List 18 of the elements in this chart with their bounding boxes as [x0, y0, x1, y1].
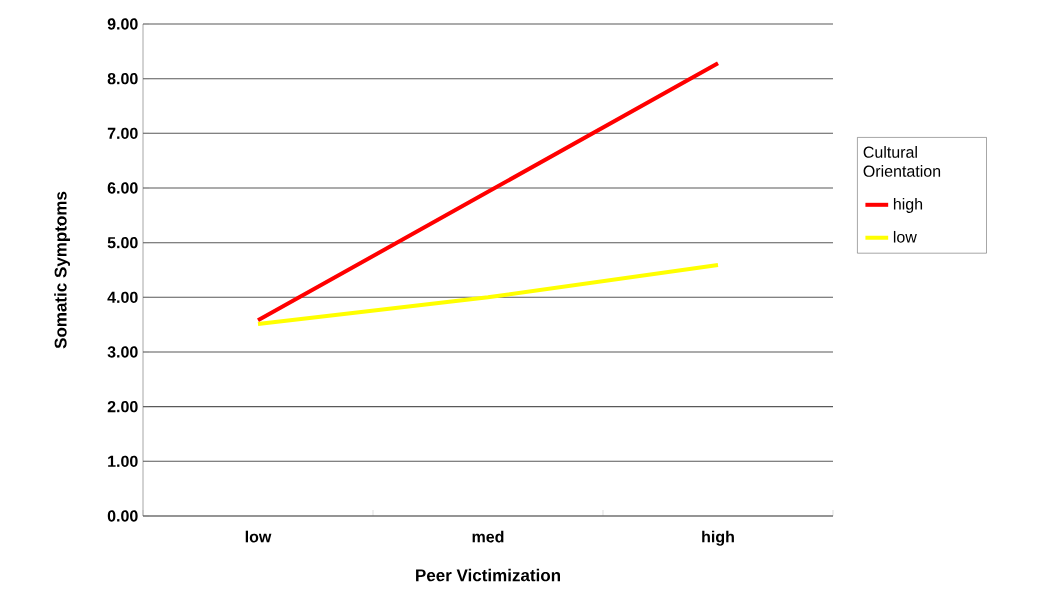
x-tick-label: high — [702, 530, 734, 546]
y-tick-label: 0.00 — [107, 510, 138, 522]
x-tick-label: med — [472, 530, 504, 543]
y-tick-label: 8.00 — [107, 73, 138, 85]
x-axis-title: Peer Victimization — [416, 568, 561, 582]
y-axis-title: Somatic Symptoms — [54, 191, 70, 349]
legend-label: low — [893, 230, 917, 243]
y-tick-label: 3.00 — [107, 346, 138, 358]
y-tick-label: 9.00 — [107, 18, 138, 30]
legend-title: Cultural Orientation — [863, 146, 941, 177]
y-tick-label: 5.00 — [107, 237, 138, 249]
y-tick-label: 7.00 — [107, 127, 138, 139]
y-tick-label: 2.00 — [107, 401, 138, 413]
y-tick-label: 1.00 — [108, 455, 138, 467]
x-tick-label: low — [245, 530, 272, 543]
y-tick-label: 4.00 — [107, 291, 138, 303]
y-tick-label: 6.00 — [107, 182, 138, 194]
legend-label: high — [893, 198, 923, 213]
